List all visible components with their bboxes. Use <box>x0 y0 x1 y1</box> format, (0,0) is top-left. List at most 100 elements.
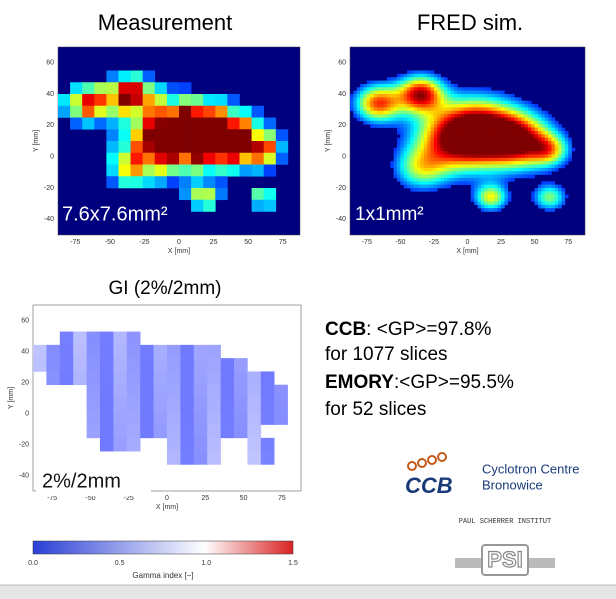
heatmap-cell <box>464 110 468 115</box>
heatmap-cell <box>263 188 277 201</box>
heatmap-cell <box>534 120 539 125</box>
heatmap-cell <box>420 110 425 115</box>
heatmap-cell <box>460 161 465 165</box>
heatmap-cell <box>521 147 525 152</box>
heatmap-cell <box>417 100 421 105</box>
heatmap-cell <box>356 104 361 108</box>
heatmap-cell <box>390 83 394 88</box>
heatmap-cell <box>551 191 556 196</box>
heatmap-cell <box>417 70 421 75</box>
heatmap-cell <box>373 124 378 128</box>
heatmap-cell <box>467 144 472 149</box>
heatmap-cell <box>564 130 569 135</box>
heatmap-cell <box>477 134 482 138</box>
heatmap-cell <box>410 157 415 162</box>
heatmap-cell <box>420 177 425 182</box>
heatmap-cell <box>356 90 361 95</box>
heatmap-cell <box>494 97 499 102</box>
heatmap-cell <box>497 127 502 132</box>
heatmap-cell <box>551 181 556 185</box>
heatmap-cell <box>407 181 411 185</box>
heatmap-cell <box>504 97 509 102</box>
heatmap-cell <box>531 141 535 145</box>
heatmap-cell <box>403 90 408 95</box>
heatmap-cell <box>417 167 421 172</box>
heatmap-cell <box>386 104 391 108</box>
heatmap-cell <box>393 90 398 95</box>
heatmap-cell <box>548 161 552 165</box>
heatmap-cell <box>403 157 408 162</box>
heatmap-cell <box>118 105 131 118</box>
heatmap-cell <box>457 134 462 138</box>
heatmap-cell <box>207 398 221 412</box>
heatmap-cell <box>260 451 275 465</box>
heatmap-cell <box>558 144 562 149</box>
heatmap-cell <box>260 411 275 425</box>
heatmap-cell <box>410 80 415 85</box>
heatmap-cell <box>511 154 515 159</box>
heatmap-cell <box>504 194 509 199</box>
heatmap-cell <box>538 157 542 162</box>
heatmap-cell <box>410 127 415 132</box>
heatmap-cell <box>470 161 475 165</box>
heatmap-cell <box>487 124 492 128</box>
heatmap-cell <box>517 164 522 169</box>
heatmap-cell <box>215 94 228 107</box>
heatmap-cell <box>541 198 546 202</box>
heatmap-cell <box>260 371 275 386</box>
heatmap-cell <box>504 100 509 105</box>
heatmap-cell <box>521 167 525 172</box>
heatmap-cell <box>538 144 542 149</box>
heatmap-cell <box>564 137 569 142</box>
heatmap-cell <box>397 164 401 169</box>
heatmap-cell <box>460 171 465 175</box>
heatmap-cell <box>130 94 143 107</box>
heatmap-cell <box>457 181 462 185</box>
heatmap-cell <box>407 107 411 112</box>
heatmap-cell <box>497 157 502 162</box>
heatmap-cell <box>407 124 411 128</box>
heatmap-cell <box>373 110 378 115</box>
heatmap-cell <box>487 144 492 149</box>
heatmap-cell <box>433 100 438 105</box>
heatmap-cell <box>460 154 465 159</box>
heatmap-cell <box>417 144 421 149</box>
heatmap-cell <box>427 80 431 85</box>
heatmap-cell <box>524 174 529 179</box>
heatmap-cell <box>376 87 381 91</box>
heatmap-cell <box>494 151 499 155</box>
heatmap-cell <box>544 204 549 209</box>
heatmap-cell <box>514 171 519 175</box>
heatmap-cell <box>484 188 488 192</box>
heatmap-cell <box>427 120 431 125</box>
heatmap-cell <box>501 127 505 132</box>
heatmap-cell <box>427 154 431 159</box>
heatmap-cell <box>440 154 445 159</box>
heatmap-cell <box>517 167 522 172</box>
heatmap-cell <box>386 124 391 128</box>
heatmap-cell <box>360 104 364 108</box>
heatmap-cell <box>420 127 425 132</box>
heatmap-cell <box>356 107 361 112</box>
heatmap-cell <box>464 171 468 175</box>
heatmap-cell <box>491 114 495 118</box>
heatmap-cell <box>417 184 421 189</box>
heatmap-cell <box>447 97 452 102</box>
heatmap-cell <box>393 87 398 91</box>
heatmap-cell <box>430 181 435 185</box>
heatmap-cell <box>474 191 478 196</box>
heatmap-cell <box>191 176 204 189</box>
heatmap-cell <box>507 174 512 179</box>
heatmap-cell <box>247 371 262 386</box>
heatmap-cell <box>179 117 192 130</box>
heatmap-cell <box>467 90 472 95</box>
heatmap-cell <box>433 177 438 182</box>
heatmap-cell <box>423 171 428 175</box>
heatmap-cell <box>551 194 556 199</box>
heatmap-cell <box>487 94 492 98</box>
heatmap-cell <box>239 164 252 177</box>
heatmap-cell <box>437 87 441 91</box>
heatmap-cell <box>527 107 532 112</box>
heatmap-cell <box>541 144 546 149</box>
heatmap-cell <box>477 161 482 165</box>
